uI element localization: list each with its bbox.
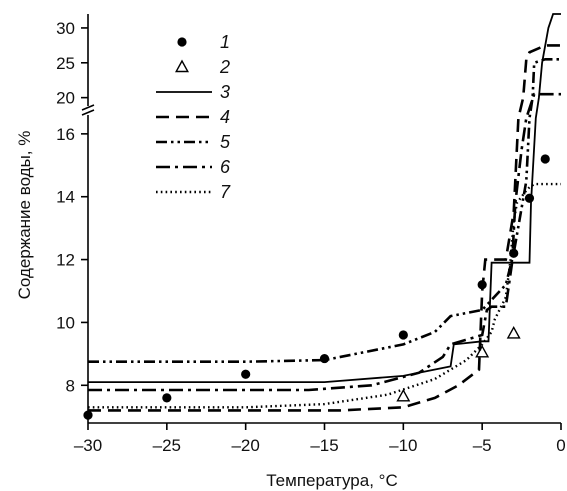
x-tick-label: –10 xyxy=(389,436,417,455)
y-axis-title: Содержание воды, % xyxy=(15,131,34,300)
y-tick-label: 16 xyxy=(56,125,75,144)
y-tick-label: 30 xyxy=(56,19,75,38)
x-axis-title: Температура, °C xyxy=(266,471,397,490)
legend-label-4: 4 xyxy=(220,107,230,127)
legend-marker-1 xyxy=(177,37,187,47)
series-6-line xyxy=(88,92,561,392)
x-tick-label: –25 xyxy=(153,436,181,455)
y-tick-label: 20 xyxy=(56,89,75,108)
legend-label-7: 7 xyxy=(220,182,231,202)
series-1-point xyxy=(241,369,251,379)
series-1-point xyxy=(524,193,535,203)
y-tick-label: 14 xyxy=(56,188,75,207)
y-tick-label: 25 xyxy=(56,54,75,73)
plot-series xyxy=(83,13,561,420)
x-tick-label: –20 xyxy=(231,436,259,455)
y-tick-label: 8 xyxy=(66,376,75,395)
legend-marker-2 xyxy=(175,59,189,73)
y-tick-label: 10 xyxy=(56,313,75,332)
series-1-point xyxy=(83,410,93,420)
legend-label-1: 1 xyxy=(220,32,230,52)
series-1-point xyxy=(398,330,408,340)
x-tick-label: –15 xyxy=(310,436,338,455)
series-3-line xyxy=(88,13,561,383)
legend-label-5: 5 xyxy=(220,132,231,152)
series-1-point xyxy=(540,154,550,164)
series-2-point xyxy=(396,388,411,402)
legend-label-6: 6 xyxy=(220,157,231,177)
legend-label-2: 2 xyxy=(219,57,230,77)
series-4-line xyxy=(88,44,561,412)
y-tick-label: 12 xyxy=(56,251,75,270)
legend-label-3: 3 xyxy=(220,82,230,102)
x-tick-label: –30 xyxy=(74,436,102,455)
axis-break-mark xyxy=(81,104,95,116)
series-2-point xyxy=(506,325,521,339)
x-tick-label: –5 xyxy=(473,436,492,455)
legend: 1 2 3 4 5 6 7 xyxy=(156,32,231,202)
series-1-point xyxy=(162,393,172,403)
series-2-point xyxy=(475,344,490,358)
x-tick-label: 0 xyxy=(556,436,565,455)
